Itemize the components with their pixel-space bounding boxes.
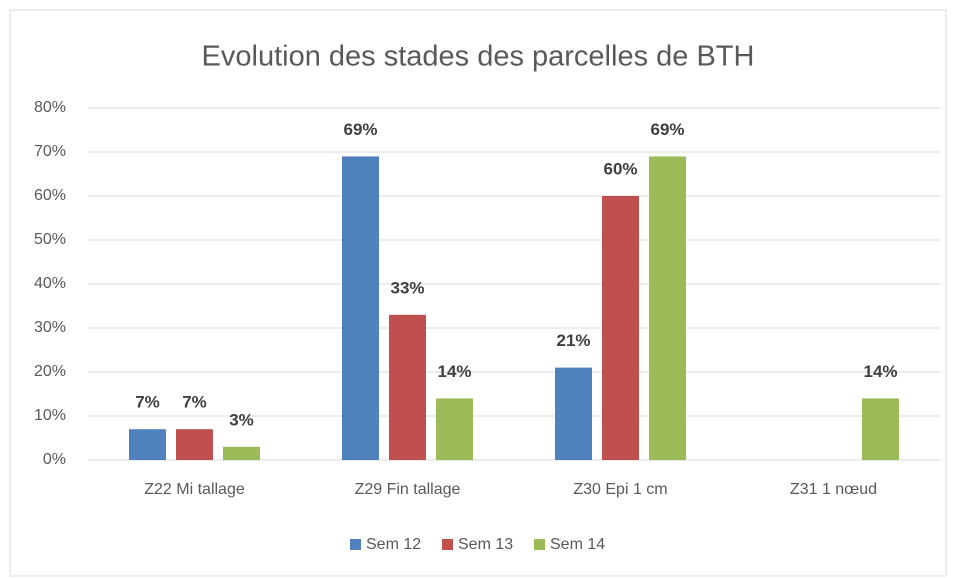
x-tick-label: Z29 Fin tallage xyxy=(355,481,461,498)
y-tick-label: 10% xyxy=(34,407,66,424)
bar xyxy=(649,156,686,460)
bar xyxy=(555,367,592,460)
legend-swatch xyxy=(442,539,453,550)
data-label: 14% xyxy=(863,362,897,381)
legend-swatch xyxy=(350,539,361,550)
y-tick-label: 30% xyxy=(34,319,66,336)
x-tick-label: Z30 Epi 1 cm xyxy=(573,481,667,498)
data-label: 69% xyxy=(650,120,684,139)
bar xyxy=(436,398,473,460)
y-tick-label: 80% xyxy=(34,99,66,116)
y-tick-label: 0% xyxy=(43,451,66,468)
legend-label: Sem 12 xyxy=(366,536,421,553)
bar xyxy=(223,446,260,460)
data-label: 60% xyxy=(603,159,637,178)
data-label: 7% xyxy=(135,393,160,412)
y-tick-label: 20% xyxy=(34,363,66,380)
data-label: 69% xyxy=(343,120,377,139)
bar xyxy=(342,156,379,460)
x-tick-label: Z31 1 nœud xyxy=(790,481,877,498)
data-label: 33% xyxy=(390,278,424,297)
bar xyxy=(602,196,639,460)
data-label: 3% xyxy=(229,410,254,429)
y-tick-label: 50% xyxy=(34,231,66,248)
data-label: 21% xyxy=(556,331,590,350)
data-label: 7% xyxy=(182,393,207,412)
data-label: 14% xyxy=(437,362,471,381)
chart-border xyxy=(9,9,947,577)
y-tick-label: 40% xyxy=(34,275,66,292)
bar xyxy=(862,398,899,460)
x-tick-label: Z22 Mi tallage xyxy=(144,481,245,498)
bar xyxy=(389,314,426,460)
legend-label: Sem 13 xyxy=(458,536,513,553)
bar xyxy=(176,429,213,460)
legend-label: Sem 14 xyxy=(550,536,605,553)
bar xyxy=(129,429,166,460)
legend-swatch xyxy=(534,539,545,550)
y-tick-label: 60% xyxy=(34,187,66,204)
y-tick-label: 70% xyxy=(34,143,66,160)
chart-title: Evolution des stades des parcelles de BT… xyxy=(202,41,755,73)
